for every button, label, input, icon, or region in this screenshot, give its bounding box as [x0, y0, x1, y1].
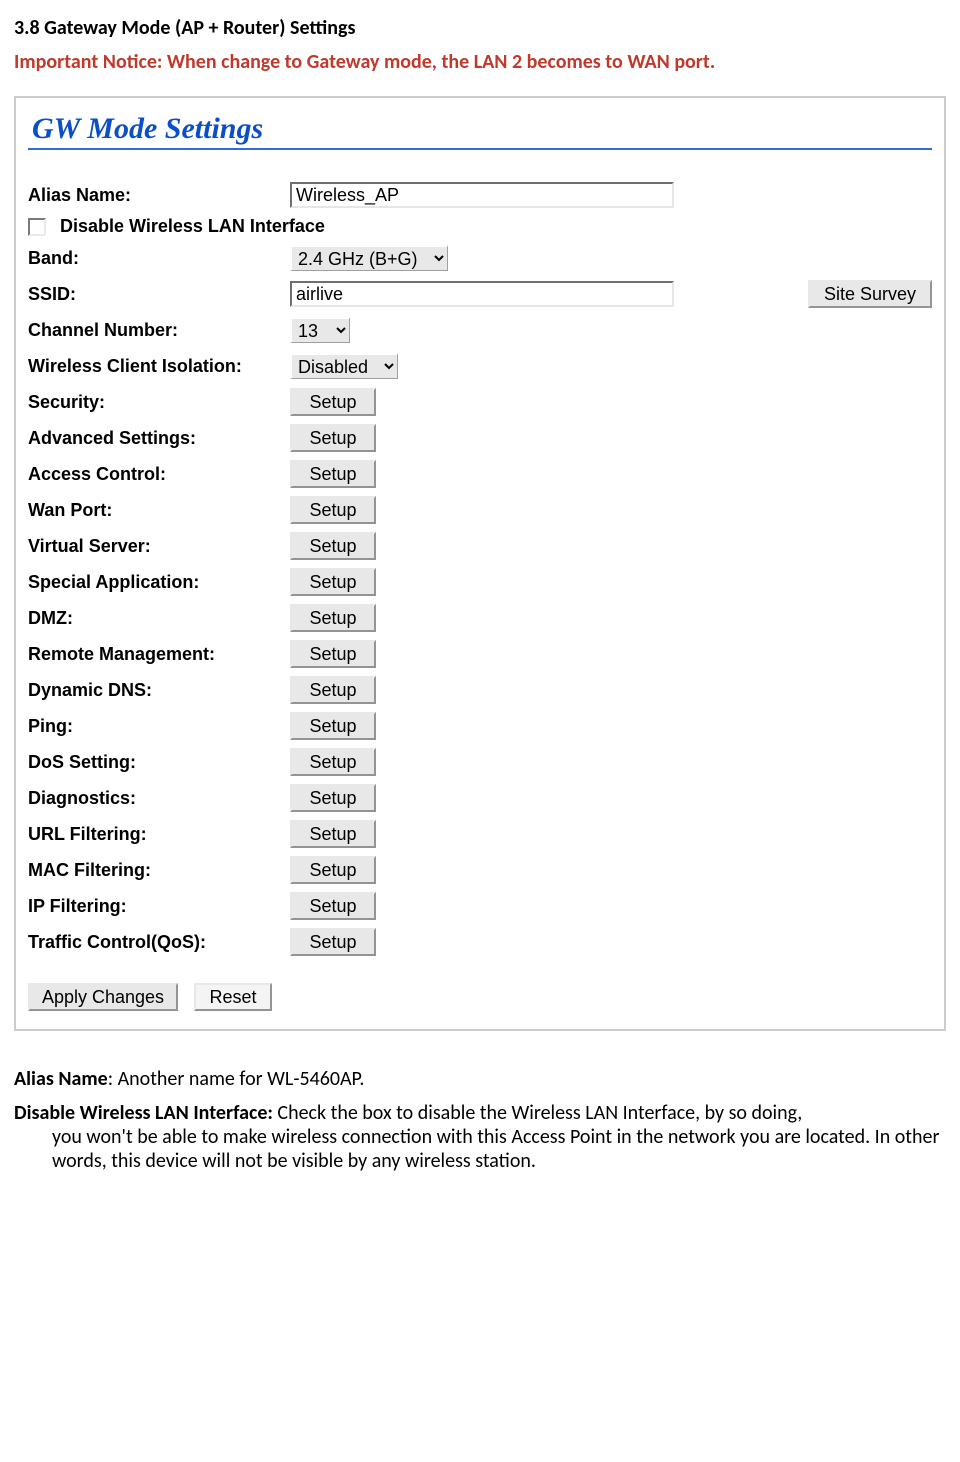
wan-port-setup-button[interactable]: Setup	[290, 496, 376, 524]
button-bar: Apply Changes Reset	[28, 983, 932, 1011]
ping-setup-button[interactable]: Setup	[290, 712, 376, 740]
section-heading: 3.8 Gateway Mode (AP + Router) Settings	[14, 16, 946, 40]
wan-port-label: Wan Port:	[28, 500, 290, 521]
ping-label: Ping:	[28, 716, 290, 737]
post-description: Alias Name: Another name for WL-5460AP. …	[14, 1067, 946, 1173]
remote-mgmt-label: Remote Management:	[28, 644, 290, 665]
reset-button[interactable]: Reset	[194, 983, 272, 1011]
ping-row: Ping: Setup	[28, 711, 932, 741]
access-control-label: Access Control:	[28, 464, 290, 485]
band-select[interactable]: 2.4 GHz (B+G)	[290, 245, 448, 271]
ssid-label: SSID:	[28, 284, 290, 305]
disable-wlan-checkbox[interactable]	[28, 218, 46, 236]
advanced-row: Advanced Settings: Setup	[28, 423, 932, 453]
virtual-server-row: Virtual Server: Setup	[28, 531, 932, 561]
dos-label: DoS Setting:	[28, 752, 290, 773]
url-filtering-setup-button[interactable]: Setup	[290, 820, 376, 848]
mac-filtering-row: MAC Filtering: Setup	[28, 855, 932, 885]
advanced-label: Advanced Settings:	[28, 428, 290, 449]
diagnostics-row: Diagnostics: Setup	[28, 783, 932, 813]
ip-filtering-label: IP Filtering:	[28, 896, 290, 917]
access-control-row: Access Control: Setup	[28, 459, 932, 489]
mac-filtering-setup-button[interactable]: Setup	[290, 856, 376, 884]
alias-name-desc: Alias Name: Another name for WL-5460AP.	[14, 1067, 946, 1091]
band-label: Band:	[28, 248, 290, 269]
url-filtering-row: URL Filtering: Setup	[28, 819, 932, 849]
isolation-label: Wireless Client Isolation:	[28, 356, 290, 377]
dmz-label: DMZ:	[28, 608, 290, 629]
apply-changes-button[interactable]: Apply Changes	[28, 983, 178, 1011]
isolation-select[interactable]: Disabled	[290, 353, 398, 379]
security-label: Security:	[28, 392, 290, 413]
alias-name-label: Alias Name:	[28, 185, 290, 206]
ip-filtering-row: IP Filtering: Setup	[28, 891, 932, 921]
diagnostics-setup-button[interactable]: Setup	[290, 784, 376, 812]
isolation-row: Wireless Client Isolation: Disabled	[28, 351, 932, 381]
ip-filtering-setup-button[interactable]: Setup	[290, 892, 376, 920]
alias-name-input[interactable]	[290, 182, 674, 208]
disable-wlan-desc-line1: Disable Wireless LAN Interface: Check th…	[14, 1101, 946, 1125]
alias-name-row: Alias Name:	[28, 180, 932, 210]
ddns-row: Dynamic DNS: Setup	[28, 675, 932, 705]
ddns-setup-button[interactable]: Setup	[290, 676, 376, 704]
alias-name-term-text: : Another name for WL-5460AP.	[108, 1067, 365, 1091]
channel-select[interactable]: 13	[290, 317, 350, 343]
title-rule	[28, 148, 932, 150]
alias-name-term: Alias Name	[14, 1067, 108, 1091]
disable-wlan-lead-text: Check the box to disable the Wireless LA…	[273, 1101, 802, 1125]
qos-row: Traffic Control(QoS): Setup	[28, 927, 932, 957]
remote-mgmt-setup-button[interactable]: Setup	[290, 640, 376, 668]
advanced-setup-button[interactable]: Setup	[290, 424, 376, 452]
disable-wlan-desc-line2: you won't be able to make wireless conne…	[14, 1125, 946, 1173]
remote-mgmt-row: Remote Management: Setup	[28, 639, 932, 669]
access-control-setup-button[interactable]: Setup	[290, 460, 376, 488]
band-row: Band: 2.4 GHz (B+G)	[28, 243, 932, 273]
ssid-input[interactable]	[290, 281, 674, 307]
special-app-label: Special Application:	[28, 572, 290, 593]
mac-filtering-label: MAC Filtering:	[28, 860, 290, 881]
disable-wlan-row: Disable Wireless LAN Interface	[28, 216, 932, 237]
dmz-row: DMZ: Setup	[28, 603, 932, 633]
dos-setup-button[interactable]: Setup	[290, 748, 376, 776]
special-app-row: Special Application: Setup	[28, 567, 932, 597]
channel-label: Channel Number:	[28, 320, 290, 341]
dos-row: DoS Setting: Setup	[28, 747, 932, 777]
dmz-setup-button[interactable]: Setup	[290, 604, 376, 632]
wan-port-row: Wan Port: Setup	[28, 495, 932, 525]
ddns-label: Dynamic DNS:	[28, 680, 290, 701]
channel-row: Channel Number: 13	[28, 315, 932, 345]
special-app-setup-button[interactable]: Setup	[290, 568, 376, 596]
virtual-server-label: Virtual Server:	[28, 536, 290, 557]
diagnostics-label: Diagnostics:	[28, 788, 290, 809]
important-notice: Important Notice: When change to Gateway…	[14, 50, 946, 74]
qos-setup-button[interactable]: Setup	[290, 928, 376, 956]
disable-wlan-label: Disable Wireless LAN Interface	[60, 216, 325, 237]
panel-title: GW Mode Settings	[28, 106, 265, 148]
qos-label: Traffic Control(QoS):	[28, 932, 290, 953]
disable-wlan-term: Disable Wireless LAN Interface:	[14, 1101, 273, 1125]
security-row: Security: Setup	[28, 387, 932, 417]
site-survey-button[interactable]: Site Survey	[808, 280, 932, 308]
gw-mode-settings-panel: GW Mode Settings Alias Name: Disable Wir…	[14, 96, 946, 1031]
security-setup-button[interactable]: Setup	[290, 388, 376, 416]
url-filtering-label: URL Filtering:	[28, 824, 290, 845]
ssid-row: SSID: Site Survey	[28, 279, 932, 309]
virtual-server-setup-button[interactable]: Setup	[290, 532, 376, 560]
